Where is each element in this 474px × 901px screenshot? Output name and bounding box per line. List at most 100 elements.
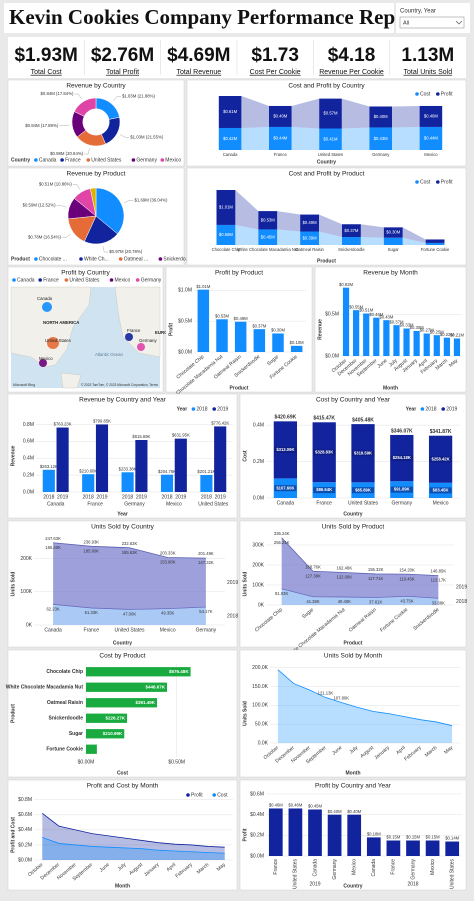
- group-label: 2018: [407, 881, 418, 887]
- legend-swatch: [64, 278, 69, 282]
- value-label: $0.43M: [379, 314, 393, 319]
- map-brand: Microsoft Bing: [13, 383, 35, 387]
- legend-swatch: [415, 92, 419, 96]
- series-label: 2019: [227, 580, 238, 586]
- x-axis-title: Month: [115, 883, 130, 889]
- x-tick-label: Canada: [47, 501, 65, 507]
- value-label: $0.49M: [234, 316, 248, 321]
- x-axis-title: Month: [383, 385, 398, 391]
- ribbon: [277, 229, 301, 245]
- ribbon-bar: [425, 242, 445, 245]
- leader-line: [119, 134, 130, 138]
- legend-swatch: [86, 158, 91, 162]
- bar: [174, 438, 187, 492]
- total-label: 154.20K: [399, 567, 415, 572]
- y-tick-label: 50.0K: [255, 722, 269, 728]
- value-label: $0.82M: [339, 282, 353, 287]
- x-tick-label: United States: [348, 500, 379, 506]
- value-label: 37.61K: [369, 600, 382, 605]
- y-tick-label: $0.8M: [18, 797, 32, 803]
- value-label: $254.18K: [393, 455, 411, 460]
- leader-line: [59, 124, 70, 126]
- total-label: 336.24K: [274, 531, 290, 536]
- area-line: [42, 837, 225, 854]
- legend-title: Year: [406, 406, 417, 412]
- x-sub-label: 2018: [122, 494, 133, 500]
- legend-swatch: [79, 257, 83, 261]
- ribbon-bar: [419, 126, 443, 150]
- value-label: $1.01M: [196, 284, 210, 289]
- x-tick-label: Canada: [44, 627, 62, 633]
- panel: [7, 79, 185, 167]
- y-tick-label: 150.0K: [252, 684, 269, 690]
- value-label: 121.13K: [318, 691, 334, 696]
- slice-label: $0.51M (10.86%): [39, 182, 73, 187]
- value-label: 110.45K: [399, 576, 414, 581]
- y-axis-title: Cost: [242, 450, 248, 461]
- area-line: [42, 813, 225, 848]
- y-tick-label: 200K: [252, 562, 264, 568]
- ribbon: [291, 98, 320, 129]
- y-tick-label: Oatmeal Raisin: [47, 700, 83, 706]
- ribbon-bar: [258, 211, 278, 230]
- bar: [290, 345, 303, 352]
- area-fill: [281, 588, 439, 605]
- value-label: $0.51M: [359, 308, 373, 313]
- x-axis-title: Country: [113, 640, 132, 646]
- x-tick-label: United States: [198, 501, 229, 507]
- map-land: [60, 372, 82, 389]
- value-label: $0.40M: [328, 809, 342, 814]
- legend-swatch: [60, 158, 64, 162]
- value-label: $0.53M: [215, 313, 229, 318]
- total-label: 201.49K: [198, 551, 214, 556]
- leader-line: [102, 246, 109, 253]
- leader-line: [56, 205, 67, 208]
- value-label: $0.30M: [410, 325, 424, 330]
- value-label: 117.71K: [368, 576, 383, 581]
- value-label: 113.17K: [431, 578, 446, 583]
- y-tick-label: $0.2M: [18, 842, 32, 848]
- ribbon-bar: [218, 96, 242, 128]
- x-sub-label: 2019: [175, 494, 186, 500]
- legend-label: United States: [91, 157, 122, 163]
- bar: [268, 808, 283, 856]
- bar: [363, 313, 370, 356]
- value-label: $776.42K: [211, 421, 229, 426]
- value-label: $0.40M: [374, 114, 388, 119]
- bar: [160, 474, 174, 492]
- kpi-label: Total Revenue: [176, 69, 221, 76]
- bar: [135, 440, 148, 492]
- value-label: 43.75K: [400, 598, 413, 603]
- ribbon: [241, 96, 270, 128]
- bar: [347, 814, 362, 856]
- bar: [327, 814, 342, 856]
- bar: [86, 713, 128, 723]
- bar: [216, 319, 228, 352]
- value-label: $0.37M: [389, 319, 403, 324]
- leader-line: [112, 96, 121, 102]
- bar: [214, 426, 227, 492]
- value-label: $0.21M: [450, 333, 464, 338]
- y-tick-label: $0.0M: [325, 353, 339, 359]
- y-tick-label: $0.0M: [18, 857, 32, 863]
- value-label: $204.76K: [158, 469, 176, 474]
- ribbon-bar: [269, 105, 292, 127]
- map-bubble: [47, 337, 59, 349]
- x-axis-title: Product: [230, 385, 249, 391]
- x-axis-title: Product: [317, 258, 336, 264]
- bar: [366, 837, 381, 856]
- ribbon-bar: [319, 128, 342, 150]
- map-place: NORTH AMERICA: [43, 320, 79, 325]
- slicer-box[interactable]: [399, 16, 465, 29]
- value-label: $0.15M: [386, 835, 400, 840]
- x-tick-label: Germany: [372, 152, 390, 157]
- value-label: $0.14M: [445, 836, 459, 841]
- value-label: $0.40M: [273, 114, 287, 119]
- y-tick-label: $0.4M: [18, 827, 32, 833]
- bar: [393, 325, 400, 356]
- value-label: $0.58M: [219, 232, 233, 237]
- ribbon-bar: [425, 239, 445, 243]
- value-label: $233.38K: [119, 466, 137, 471]
- ribbon-bar: [319, 98, 342, 129]
- ribbon-bar: [300, 231, 319, 245]
